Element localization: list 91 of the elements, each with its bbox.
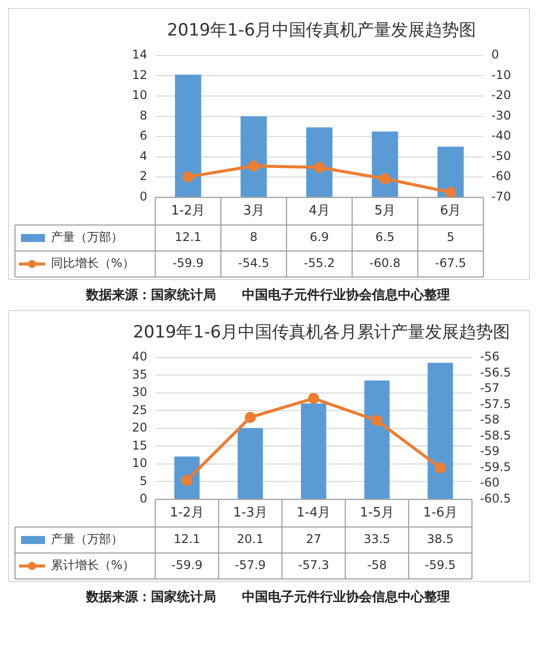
point xyxy=(314,162,325,173)
y-tick-label: 4 xyxy=(140,148,148,163)
x-tick-label: 1-2月 xyxy=(170,204,206,219)
data-label: 33.5 xyxy=(364,532,390,546)
source-note: 数据来源：国家统计局 中国电子元件行业协会信息中心整理 xyxy=(84,286,451,304)
data-label: 8 xyxy=(250,230,258,244)
x-tick-label: 1-6月 xyxy=(423,506,458,521)
point xyxy=(248,160,260,172)
point xyxy=(434,462,446,474)
y2-tick-label: 0 xyxy=(491,48,500,62)
y2-tick-label: -58 xyxy=(480,412,500,427)
y-tick-label: 40 xyxy=(132,350,148,364)
data-label: 5 xyxy=(446,230,454,244)
point xyxy=(445,186,456,198)
y-tick-label: 2 xyxy=(140,169,148,184)
point xyxy=(244,412,256,423)
y-tick-label: 30 xyxy=(132,385,148,400)
data-label: -60.8 xyxy=(369,256,400,270)
bar xyxy=(364,380,390,499)
x-tick-label: 1-4月 xyxy=(296,506,331,521)
bar xyxy=(174,74,202,197)
bar xyxy=(300,404,326,499)
data-label: -59.9 xyxy=(172,256,204,270)
y2-tick-label: -57.5 xyxy=(480,396,512,411)
x-tick-label: 1-2月 xyxy=(170,506,204,521)
y-tick-label: 12 xyxy=(132,68,148,82)
y-tick-label: 20 xyxy=(132,420,148,435)
x-tick-label: 6月 xyxy=(440,204,462,219)
y2-tick-label: -20 xyxy=(491,88,512,102)
y2-tick-label: -58.5 xyxy=(480,428,512,442)
x-tick-label: 1-3月 xyxy=(233,506,268,521)
y-tick-label: 10 xyxy=(132,88,148,102)
y2-tick-label: -40 xyxy=(491,128,512,143)
data-label: 6.9 xyxy=(310,230,329,244)
bar xyxy=(240,116,267,197)
data-label: -57.3 xyxy=(298,558,330,572)
y2-tick-label: -60 xyxy=(491,169,512,184)
data-label: -58 xyxy=(367,558,387,572)
legend-label: 同比增长（%） xyxy=(51,256,134,270)
legend-label: 产量（万部） xyxy=(51,230,123,244)
bar xyxy=(428,362,453,499)
bar xyxy=(306,127,332,197)
y-tick-label: 25 xyxy=(132,402,148,417)
source-note: 数据来源：国家统计局 中国电子元件行业协会信息中心整理 xyxy=(84,588,451,606)
y-tick-label: 5 xyxy=(140,474,148,488)
x-tick-label: 3月 xyxy=(243,204,264,219)
y-tick-label: 6 xyxy=(140,128,148,143)
y2-tick-label: -59.5 xyxy=(480,460,512,474)
y2-tick-label: -60 xyxy=(480,476,500,490)
data-label: -54.5 xyxy=(238,256,270,270)
y-tick-label: 35 xyxy=(132,367,148,382)
x-tick-label: 5月 xyxy=(374,204,396,219)
y-tick-label: 10 xyxy=(132,456,148,470)
bar xyxy=(238,428,263,499)
chart-title: 2019年1-6月中国传真机各月累计产量发展趋势图 xyxy=(132,322,510,343)
data-label: 20.1 xyxy=(236,532,264,546)
data-label: 12.1 xyxy=(174,230,202,244)
y-tick-label: 0 xyxy=(140,190,148,204)
chart-title: 2019年1-6月中国传真机产量发展趋势图 xyxy=(166,20,476,41)
y2-tick-label: -57 xyxy=(480,381,500,396)
y-tick-label: 8 xyxy=(140,108,148,122)
data-label: -59.5 xyxy=(424,558,456,572)
y-tick-label: 14 xyxy=(132,48,148,62)
bar xyxy=(437,146,464,197)
y2-tick-label: -56 xyxy=(480,350,500,364)
y-tick-label: 0 xyxy=(140,492,148,506)
point xyxy=(308,392,320,404)
data-label: 38.5 xyxy=(426,532,454,546)
data-label: 27 xyxy=(306,532,322,546)
legend-label: 累计增长（%） xyxy=(51,558,134,572)
y2-tick-label: -56.5 xyxy=(480,365,512,380)
point xyxy=(182,171,194,182)
y2-tick-label: -50 xyxy=(491,148,512,163)
y2-tick-label: -70 xyxy=(491,190,512,204)
data-label: 12.1 xyxy=(174,532,200,546)
data-label: -55.2 xyxy=(304,256,335,270)
y-tick-label: 15 xyxy=(132,438,148,452)
y2-tick-label: -59 xyxy=(480,444,500,458)
data-label: -57.9 xyxy=(234,558,266,572)
data-label: 6.5 xyxy=(375,230,395,244)
x-tick-label: 4月 xyxy=(308,204,330,219)
point xyxy=(379,173,390,184)
bar xyxy=(372,131,398,197)
data-label: -67.5 xyxy=(435,256,466,270)
y2-tick-label: -10 xyxy=(491,68,512,82)
x-tick-label: 1-5月 xyxy=(360,506,394,521)
legend-label: 产量（万部） xyxy=(51,532,123,546)
y2-tick-label: -30 xyxy=(491,108,512,122)
data-label: -59.9 xyxy=(171,558,202,572)
y2-tick-label: -60.5 xyxy=(480,492,512,506)
point xyxy=(371,415,382,426)
